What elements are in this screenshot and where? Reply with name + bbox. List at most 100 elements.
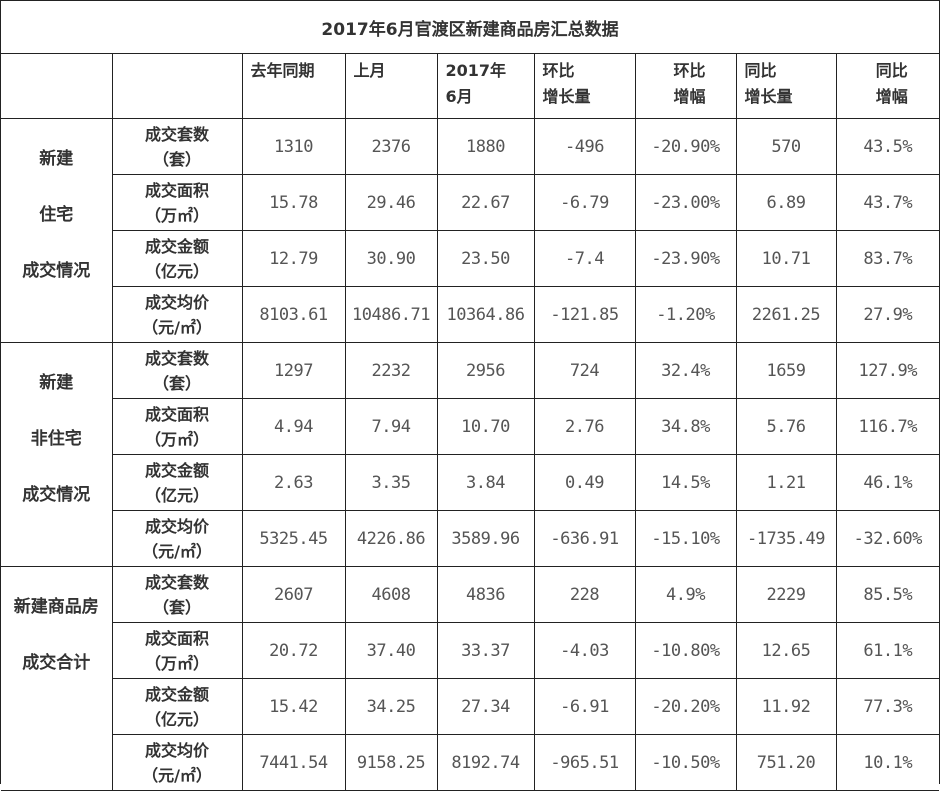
- value-cell-june-2017: 33.37: [436, 622, 535, 679]
- value-cell-yoy-increase: 2261.25: [735, 286, 837, 343]
- value-cell-yoy-rate: 43.5%: [835, 118, 940, 175]
- table-row: 成交面积 （万㎡） 15.78 29.46 22.67 -6.79 -23.00% 6.89 4…: [1, 174, 940, 231]
- metric-label: 成交均价 （元/㎡）: [112, 286, 243, 343]
- metric-unit: （亿元）: [144, 485, 209, 505]
- metric-name: 成交金额: [144, 684, 209, 704]
- metric-unit: （亿元）: [144, 709, 209, 729]
- value-cell-mom-increase: -7.4: [533, 230, 636, 287]
- value-cell-last-year: 1297: [241, 342, 346, 399]
- value-cell-mom-increase: -6.91: [533, 678, 636, 735]
- value-cell-mom-rate: 4.9%: [634, 566, 737, 623]
- value-cell-yoy-rate: 77.3%: [835, 678, 940, 735]
- value-cell-mom-increase: -121.85: [533, 286, 636, 343]
- metric-label: 成交面积 （万㎡）: [112, 622, 243, 679]
- metric-unit: （套）: [152, 373, 201, 393]
- value-cell-june-2017: 23.50: [436, 230, 535, 287]
- metric-unit: （万㎡）: [144, 653, 209, 673]
- metric-label: 成交面积 （万㎡）: [112, 398, 243, 455]
- value-cell-mom-increase: -6.79: [533, 174, 636, 231]
- value-cell-june-2017: 2956: [436, 342, 535, 399]
- value-cell-june-2017: 27.34: [436, 678, 535, 735]
- value-cell-yoy-increase: 2229: [735, 566, 837, 623]
- group-label-total: 新建商品房 成交合计: [1, 566, 113, 791]
- header-yoy-increase: 同比 增长量: [735, 53, 837, 119]
- header-mom-inc-line1: 环比: [542, 61, 575, 80]
- header-last-year: 去年同期: [241, 53, 346, 119]
- group-label-line: 新建: [39, 373, 74, 393]
- metric-unit: （元/㎡）: [142, 541, 212, 561]
- value-cell-yoy-rate: 27.9%: [835, 286, 940, 343]
- value-cell-last-month: 4226.86: [344, 510, 438, 567]
- value-cell-last-month: 2376: [344, 118, 438, 175]
- value-cell-june-2017: 3.84: [436, 454, 535, 511]
- header-mom-pct-line2: 增幅: [673, 87, 706, 106]
- value-cell-june-2017: 10.70: [436, 398, 535, 455]
- value-cell-yoy-increase: 5.76: [735, 398, 837, 455]
- header-june-line2: 6月: [445, 87, 473, 106]
- metric-name: 成交套数: [144, 572, 209, 592]
- value-cell-last-month: 10486.71: [344, 286, 438, 343]
- value-cell-june-2017: 10364.86: [436, 286, 535, 343]
- value-cell-last-month: 7.94: [344, 398, 438, 455]
- value-cell-yoy-rate: 46.1%: [835, 454, 940, 511]
- value-cell-yoy-increase: 12.65: [735, 622, 837, 679]
- value-cell-yoy-increase: 10.71: [735, 230, 837, 287]
- value-cell-mom-rate: -15.10%: [634, 510, 737, 567]
- metric-name: 成交面积: [144, 628, 209, 648]
- metric-label: 成交金额 （亿元）: [112, 230, 243, 287]
- value-cell-last-year: 2607: [241, 566, 346, 623]
- table-row: 成交金额 （亿元） 15.42 34.25 27.34 -6.91 -20.20% 11.92…: [1, 678, 940, 735]
- value-cell-yoy-increase: 6.89: [735, 174, 837, 231]
- value-cell-yoy-rate: 116.7%: [835, 398, 940, 455]
- value-cell-yoy-increase: 11.92: [735, 678, 837, 735]
- value-cell-last-year: 4.94: [241, 398, 346, 455]
- value-cell-last-month: 4608: [344, 566, 438, 623]
- metric-name: 成交均价: [144, 292, 209, 312]
- metric-name: 成交面积: [144, 404, 209, 424]
- value-cell-mom-increase: 0.49: [533, 454, 636, 511]
- value-cell-mom-rate: 34.8%: [634, 398, 737, 455]
- value-cell-june-2017: 3589.96: [436, 510, 535, 567]
- metric-name: 成交均价: [144, 516, 209, 536]
- metric-name: 成交套数: [144, 348, 209, 368]
- header-empty-metric: [111, 53, 243, 119]
- value-cell-june-2017: 1880: [436, 118, 535, 175]
- value-cell-last-month: 29.46: [344, 174, 438, 231]
- group-label-line: 成交合计: [22, 653, 91, 673]
- value-cell-last-month: 2232: [344, 342, 438, 399]
- value-cell-last-year: 12.79: [241, 230, 346, 287]
- value-cell-last-year: 2.63: [241, 454, 346, 511]
- value-cell-last-year: 1310: [241, 118, 346, 175]
- table-row: 新建 非住宅 成交情况 成交套数 （套） 1297 2232 2956 724 32.4% 1659…: [1, 342, 940, 567]
- metric-name: 成交金额: [144, 460, 209, 480]
- value-cell-last-month: 30.90: [344, 230, 438, 287]
- header-empty-group: [1, 53, 113, 119]
- header-mom-rate: 环比 增幅: [634, 53, 737, 119]
- value-cell-last-month: 9158.25: [344, 734, 438, 791]
- header-mom-inc-line2: 增长量: [542, 87, 591, 106]
- value-cell-mom-rate: -20.90%: [634, 118, 737, 175]
- value-cell-last-year: 7441.54: [241, 734, 346, 791]
- metric-unit: （亿元）: [144, 261, 209, 281]
- group-label-non-residential: 新建 非住宅 成交情况: [1, 342, 113, 567]
- header-mom-increase: 环比 增长量: [533, 53, 636, 119]
- metric-label: 成交均价 （元/㎡）: [112, 510, 243, 567]
- metric-name: 成交金额: [144, 236, 209, 256]
- metric-unit: （万㎡）: [144, 205, 209, 225]
- value-cell-mom-increase: 2.76: [533, 398, 636, 455]
- value-cell-last-year: 20.72: [241, 622, 346, 679]
- table-row: 成交均价 （元/㎡） 8103.61 10486.71 10364.86 -121.85-…: [1, 286, 940, 343]
- metric-unit: （套）: [152, 149, 201, 169]
- value-cell-june-2017: 22.67: [436, 174, 535, 231]
- value-cell-yoy-increase: 570: [735, 118, 837, 175]
- header-yoy-pct-line2: 增幅: [875, 87, 908, 106]
- value-cell-yoy-rate: 43.7%: [835, 174, 940, 231]
- value-cell-mom-increase: -496: [533, 118, 636, 175]
- group-label-line: 成交情况: [22, 261, 91, 281]
- value-cell-last-year: 5325.45: [241, 510, 346, 567]
- table-row: 成交金额 （亿元） 2.63 3.35 3.84 0.49 14.5% 1.21 46.1%: [1, 454, 940, 511]
- group-label-line: 新建商品房: [13, 597, 99, 617]
- group-label-line: 新建: [39, 149, 74, 169]
